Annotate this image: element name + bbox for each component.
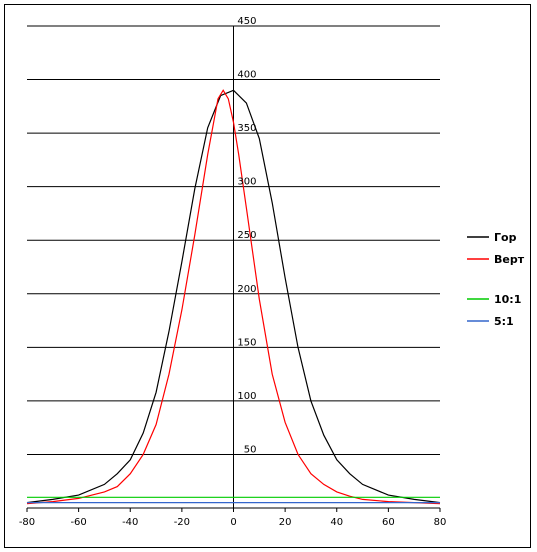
y-tick-label: 200: [237, 284, 256, 295]
x-tick-label: -60: [70, 517, 86, 528]
legend-label-2: Верт: [494, 253, 525, 266]
y-tick-label: 250: [237, 230, 256, 241]
chart-frame: [4, 4, 531, 548]
y-tick-label: 100: [237, 391, 256, 402]
x-tick-label: 0: [230, 517, 236, 528]
x-tick-label: 80: [434, 517, 447, 528]
x-tick-label: -80: [19, 517, 35, 528]
x-tick-label: 20: [279, 517, 292, 528]
y-tick-label: 50: [244, 444, 257, 455]
y-tick-label: 400: [237, 70, 256, 81]
legend-label-1: Гор: [494, 231, 517, 244]
y-tick-label: 150: [237, 337, 256, 348]
x-tick-label: -40: [122, 517, 138, 528]
y-tick-label: 350: [237, 123, 256, 134]
x-tick-label: 60: [382, 517, 395, 528]
y-tick-label: 450: [237, 16, 256, 27]
series-line-2: [26, 89, 441, 505]
x-tick-label: -20: [174, 517, 190, 528]
y-tick-label: 300: [237, 177, 256, 188]
x-tick-label: 40: [330, 517, 343, 528]
legend-label-3: 10:1: [494, 293, 521, 306]
legend-label-4: 5:1: [494, 315, 514, 328]
series-line-1: [26, 89, 441, 504]
